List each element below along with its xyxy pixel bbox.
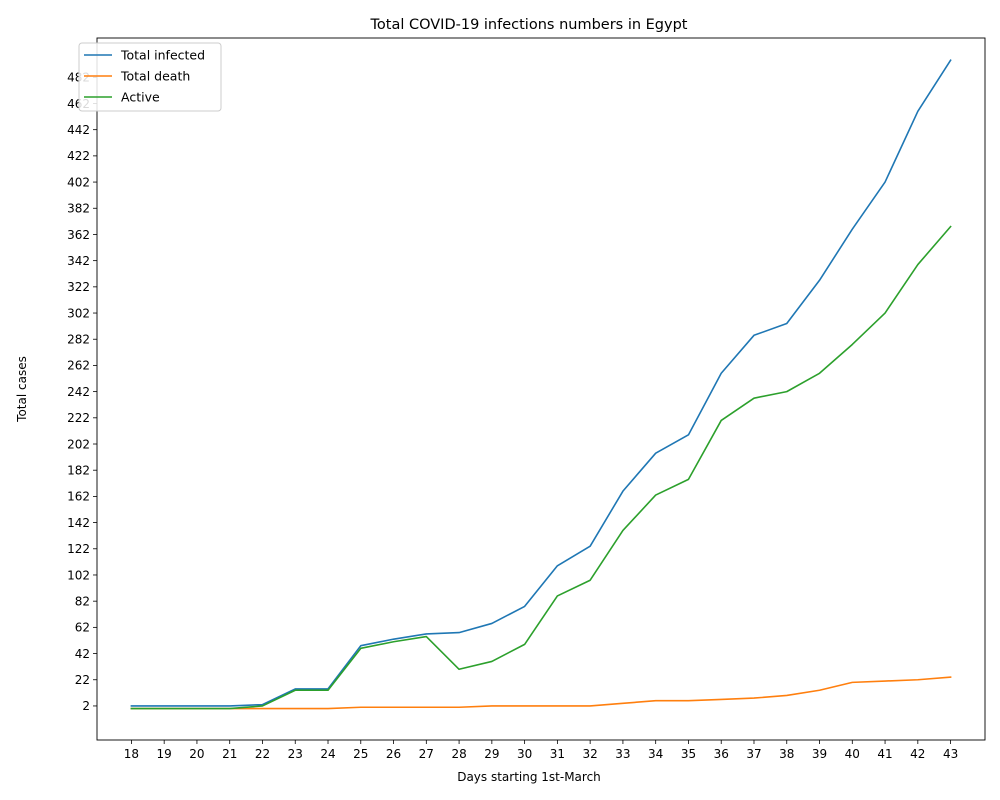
y-tick-label: 102	[67, 568, 90, 582]
x-tick-label: 30	[517, 747, 532, 761]
y-tick-label: 162	[67, 490, 90, 504]
y-tick-label: 442	[67, 123, 90, 137]
series-line-total-infected	[130, 59, 952, 707]
legend-label: Active	[121, 90, 160, 105]
x-tick-label: 41	[877, 747, 892, 761]
legend: Total infected Total death Active	[78, 42, 222, 112]
x-axis-label: Days starting 1st-March	[457, 770, 601, 784]
y-tick-label: 402	[67, 175, 90, 189]
y-tick-label: 22	[75, 673, 90, 687]
y-tick-label: 422	[67, 149, 90, 163]
y-tick-label: 182	[67, 464, 90, 478]
chart-title: Total COVID-19 infections numbers in Egy…	[370, 17, 688, 33]
x-tick-label: 28	[451, 747, 466, 761]
y-tick-label: 282	[67, 333, 90, 347]
x-tick-label: 23	[288, 747, 303, 761]
x-tick-label: 36	[714, 747, 729, 761]
x-tick-label: 39	[812, 747, 827, 761]
x-tick-label: 22	[255, 747, 270, 761]
x-axis: 18 19 20 21 22 23 24 25 26 27 28 29 30 31 32 33 34 35 36 37…	[124, 740, 958, 761]
y-tick-label: 242	[67, 385, 90, 399]
series-line-active	[130, 225, 952, 710]
y-tick-label: 382	[67, 202, 90, 216]
x-tick-label: 18	[124, 747, 139, 761]
x-tick-label: 19	[157, 747, 172, 761]
x-tick-label: 32	[583, 747, 598, 761]
y-tick-label: 82	[75, 594, 90, 608]
y-tick-label: 122	[67, 542, 90, 556]
x-tick-label: 33	[615, 747, 630, 761]
x-tick-label: 37	[746, 747, 761, 761]
series-line-total-death	[130, 676, 952, 710]
y-tick-label: 262	[67, 359, 90, 373]
plot-area-frame	[96, 37, 986, 741]
x-tick-label: 29	[484, 747, 499, 761]
x-tick-label: 31	[550, 747, 565, 761]
x-tick-label: 26	[386, 747, 401, 761]
x-tick-label: 34	[648, 747, 663, 761]
x-tick-label: 27	[419, 747, 434, 761]
legend-box	[78, 42, 222, 112]
y-tick-label: 42	[75, 647, 90, 661]
y-tick-label: 142	[67, 516, 90, 530]
legend-label: Total infected	[120, 48, 205, 63]
y-axis-label: Total cases	[15, 356, 29, 423]
x-tick-label: 35	[681, 747, 696, 761]
x-tick-label: 38	[779, 747, 794, 761]
y-tick-label: 202	[67, 437, 90, 451]
legend-label: Total death	[120, 69, 190, 84]
x-tick-label: 43	[943, 747, 958, 761]
x-tick-label: 40	[845, 747, 860, 761]
y-tick-label: 342	[67, 254, 90, 268]
x-tick-label: 42	[910, 747, 925, 761]
y-tick-label: 302	[67, 306, 90, 320]
series-lines	[130, 59, 952, 710]
x-tick-label: 20	[189, 747, 204, 761]
x-tick-label: 21	[222, 747, 237, 761]
x-tick-label: 25	[353, 747, 368, 761]
y-tick-label: 322	[67, 280, 90, 294]
y-tick-label: 222	[67, 411, 90, 425]
y-tick-label: 62	[75, 621, 90, 635]
y-tick-label: 2	[82, 699, 90, 713]
y-tick-label: 362	[67, 228, 90, 242]
x-tick-label: 24	[320, 747, 335, 761]
